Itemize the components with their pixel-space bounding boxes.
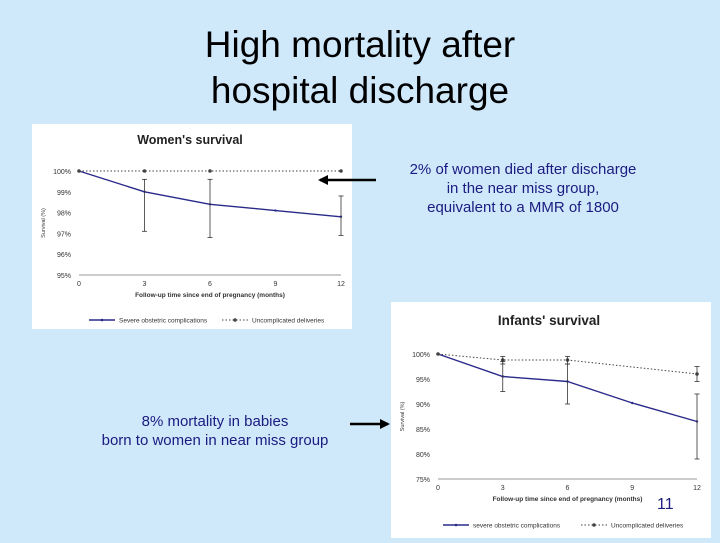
legend-label-severe: severe obstetric complications [473, 523, 561, 530]
x-tick-label: 9 [630, 485, 634, 492]
chart-title: Infants' survival [498, 313, 600, 328]
womens-survival-chart-panel: Women's survival 95% 96% 97% 98% 99% 100% 0 3 6 9 1… [32, 124, 352, 329]
legend-marker-severe [100, 318, 104, 322]
women-mortality-note: 2% of women died after discharge in the … [368, 160, 678, 217]
slide-title-line-1: High mortality after [204, 24, 516, 65]
y-tick-label: 85% [416, 427, 430, 434]
x-tick-label: 0 [77, 281, 81, 288]
legend-marker-uncomplicated [233, 318, 237, 322]
legend-label-uncomplicated: Uncomplicated deliveries [252, 318, 325, 325]
legend-label-severe: Severe obstetric complications [119, 318, 208, 325]
y-axis-title: Survival (%) [41, 208, 47, 238]
women-note-line-1: 2% of women died after discharge [409, 161, 637, 178]
severe-point [274, 209, 277, 212]
x-axis-title: Follow-up time since end of pregnancy (m… [135, 292, 285, 299]
x-tick-label: 0 [436, 485, 440, 492]
uncomplicated-series-line [437, 353, 698, 375]
uncomplicated-point [208, 169, 212, 173]
uncomplicated-point [339, 169, 343, 173]
y-tick-label: 98% [57, 211, 71, 218]
x-tick-label: 6 [566, 485, 570, 492]
x-axis-title: Follow-up time since end of pregnancy (m… [493, 496, 643, 503]
x-tick-label: 12 [693, 485, 701, 492]
y-tick-label: 99% [57, 190, 71, 197]
slide-title: High mortality after hospital discharge [0, 22, 720, 114]
y-axis-title: Survival (%) [400, 402, 406, 432]
legend-marker-uncomplicated [592, 523, 596, 527]
y-tick-label: 90% [416, 402, 430, 409]
infant-mortality-note: 8% mortality in babies born to women in … [60, 412, 370, 450]
infant-note-line-1: 8% mortality in babies [141, 413, 289, 430]
infants-survival-chart: Infants' survival 75% 80% 85% 90% 95% 100% 0 3 6 9… [400, 313, 701, 530]
x-tick-label: 6 [208, 281, 212, 288]
chart-title: Women's survival [137, 133, 243, 147]
x-tick-label: 3 [501, 485, 505, 492]
y-tick-label: 80% [416, 452, 430, 459]
slide-number: 11 [657, 496, 674, 513]
women-note-line-2: in the near miss group, [446, 180, 600, 197]
uncomplicated-point [436, 352, 440, 356]
x-tick-label: 3 [143, 281, 147, 288]
y-tick-label: 75% [416, 477, 430, 484]
uncomplicated-point [142, 169, 147, 173]
x-tick-label: 9 [274, 281, 278, 288]
infants-survival-chart-panel: Infants' survival 75% 80% 85% 90% 95% 100% 0 3 6 9… [391, 302, 711, 538]
severe-point [631, 401, 634, 405]
womens-survival-chart: Women's survival 95% 96% 97% 98% 99% 100% 0 3 6 9 1… [41, 133, 345, 325]
y-tick-label: 100% [53, 169, 71, 176]
women-note-line-3: equivalent to a MMR of 1800 [427, 199, 619, 216]
y-tick-label: 96% [57, 252, 71, 259]
x-tick-label: 12 [337, 281, 345, 288]
y-tick-label: 95% [57, 273, 71, 280]
legend-label-uncomplicated: Uncomplicated deliveries [611, 523, 684, 530]
y-tick-label: 100% [412, 352, 430, 359]
y-tick-label: 97% [57, 231, 71, 238]
y-tick-label: 95% [416, 377, 430, 384]
legend-marker-severe [454, 523, 458, 527]
infant-note-line-2: born to women in near miss group [101, 432, 329, 449]
slide-title-line-2: hospital discharge [210, 70, 510, 111]
uncomplicated-point [77, 169, 81, 173]
